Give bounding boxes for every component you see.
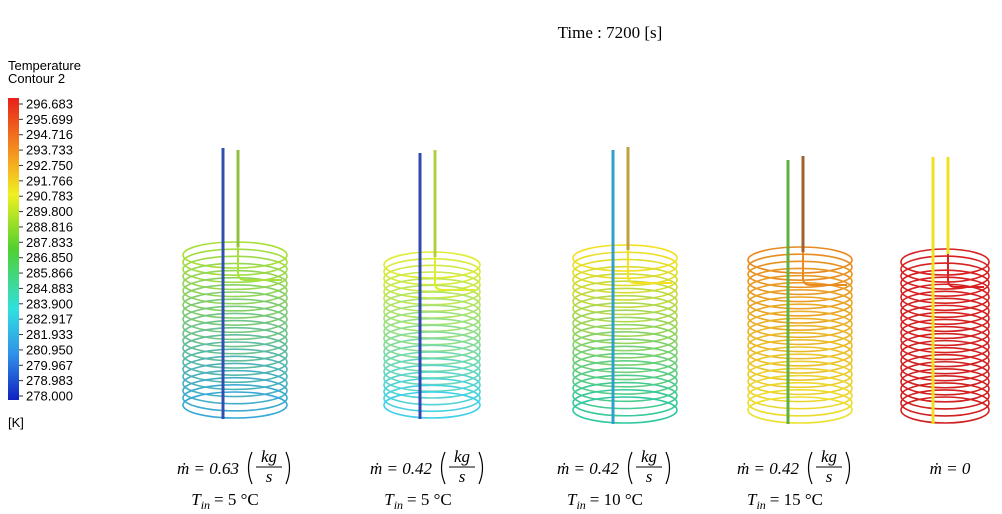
coil-turn [901,305,989,331]
coil [901,157,989,424]
coil-turn [901,369,989,395]
colorbar [8,98,19,400]
legend-tick-label: 281.933 [26,327,73,342]
temp-subscript: in [756,498,765,512]
temp-subscript: in [201,498,210,512]
unit-den: s [459,467,466,486]
unit-den: s [826,467,833,486]
legend-tick-label: 280.950 [26,342,73,357]
coil-turn [901,334,989,360]
temp-value: = 5 °C [214,490,259,509]
flow-label: ṁ = 0.42 [737,459,799,478]
coil-turn [901,341,989,367]
legend-tick-label: 278.983 [26,373,73,388]
coil-turn [901,362,989,388]
paren [666,452,670,484]
legend-tick-label: 290.783 [26,189,73,204]
coil-turn [901,390,989,416]
coil-turn [901,249,989,275]
legend-tick-label: 283.900 [26,296,73,311]
coil-turn [901,298,989,324]
coil-turn [901,263,989,289]
unit-den: s [266,467,273,486]
temp-value: = 10 °C [590,490,643,509]
flow-label: ṁ = 0.42 [370,459,432,478]
legend-tick-label: 288.816 [26,219,73,234]
legend-tick-label: 289.800 [26,204,73,219]
coil-turn [901,284,989,310]
temp-value: = 5 °C [407,490,452,509]
legend-tick-label: 292.750 [26,158,73,173]
unit-num: kg [821,447,837,466]
coil-turn [901,277,989,303]
paren [286,452,290,484]
unit-den: s [646,467,653,486]
legend-tick-label: 294.716 [26,127,73,142]
legend-tick-label: 291.766 [26,173,73,188]
unit-num: kg [454,447,470,466]
paren [249,452,253,484]
inlet-temp: Tin= 5 °C [191,490,259,512]
paren [809,452,813,484]
coil-turn [901,319,989,345]
temp-subscript: in [394,498,403,512]
time-title: Time : 7200 [s] [558,23,663,42]
unit-num: kg [261,447,277,466]
coil-turn [901,383,989,409]
legend-tick-label: 296.683 [26,97,73,112]
legend-tick-label: 286.850 [26,250,73,265]
legend-tick-label: 287.833 [26,235,73,250]
coil-turn [901,270,989,296]
coil-turn [901,376,989,402]
coil [384,150,480,419]
coil-turn [901,312,989,338]
flow-label: ṁ = 0.42 [557,459,619,478]
legend-tick-label: 295.699 [26,112,73,127]
temp-subscript: in [576,498,585,512]
temp-value: = 15 °C [770,490,823,509]
paren [479,452,483,484]
paren [629,452,633,484]
coil [573,147,677,424]
legend-tick-label: 279.967 [26,358,73,373]
coil-turn [901,327,989,353]
inlet-temp: Tin= 15 °C [747,490,823,512]
flow-label: ṁ = 0 [930,459,971,478]
legend-title: Contour 2 [8,71,65,86]
coil [748,156,852,424]
coil-turn [901,256,989,282]
coil-turn [901,355,989,381]
coil-turn [901,348,989,374]
legend-tick-label: 278.000 [26,389,73,404]
legend-tick-label: 282.917 [26,312,73,327]
figure: Time : 7200 [s] Temperature Contour 2 [K… [0,0,1002,514]
paren [846,452,850,484]
legend-tick-label: 285.866 [26,266,73,281]
inlet-temp: Tin= 10 °C [567,490,643,512]
inlet-temp: Tin= 5 °C [384,490,452,512]
legend-unit: [K] [8,415,24,430]
coil [183,148,287,419]
coil-turn [901,397,989,423]
paren [442,452,446,484]
coil-turn [901,291,989,317]
legend-tick-label: 293.733 [26,143,73,158]
unit-num: kg [641,447,657,466]
legend-tick-label: 284.883 [26,281,73,296]
flow-label: ṁ = 0.63 [177,459,239,478]
